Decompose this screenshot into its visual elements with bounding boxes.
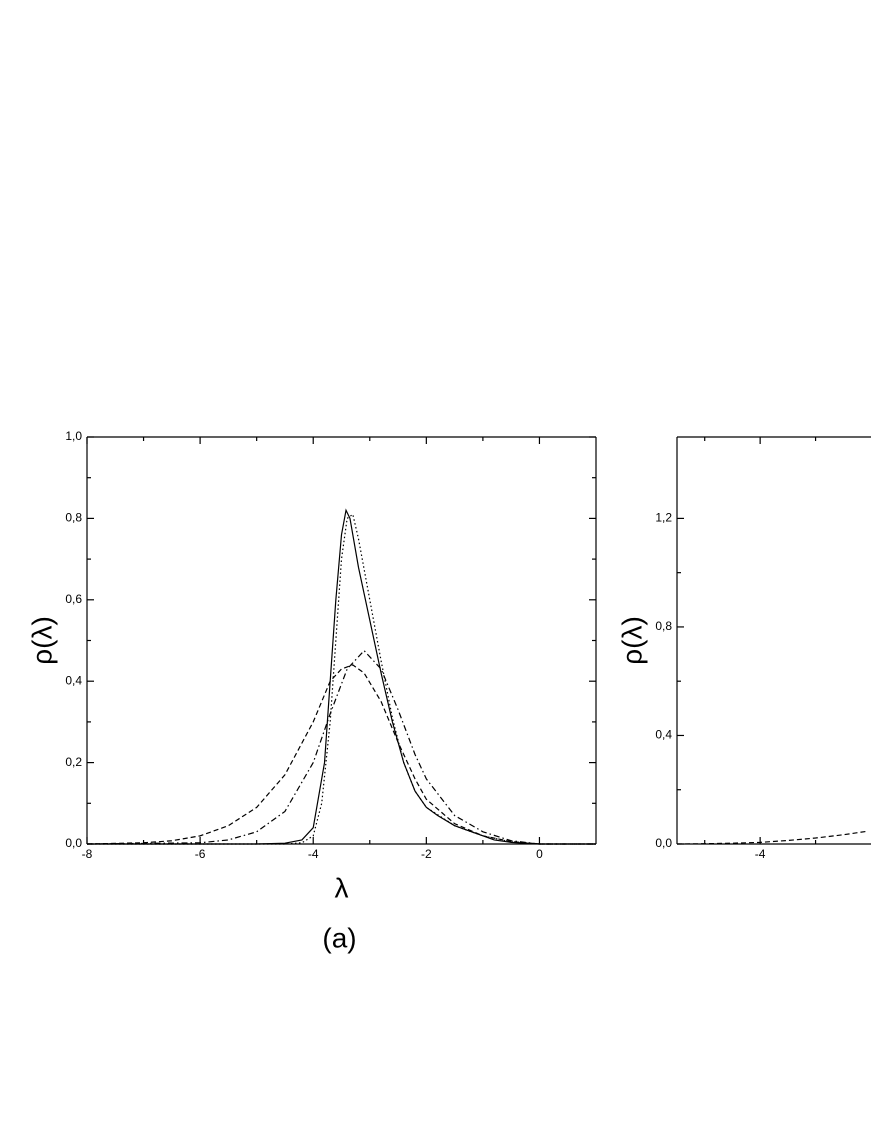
y-tick-label: 1,2 [655, 511, 672, 525]
y-tick-label: 0,4 [65, 673, 82, 687]
x-tick-label: -4 [308, 847, 319, 861]
x-tick-label: -8 [82, 847, 93, 861]
data-line [86, 664, 596, 845]
x-tick-label: 0 [536, 847, 543, 861]
data-line [87, 508, 596, 845]
y-axis-label: ρ(λ) [26, 616, 57, 665]
data-line [87, 513, 596, 845]
data-line [676, 830, 866, 845]
data-line [86, 649, 596, 845]
x-axis-label: λ [335, 872, 349, 903]
y-tick-label: 0,0 [655, 836, 672, 850]
y-tick-label: 0,0 [65, 836, 82, 850]
y-tick-label: 0,2 [65, 755, 82, 769]
y-tick-label: 0,4 [655, 728, 672, 742]
chart-title: (a) [322, 922, 356, 953]
y-tick-label: 0,8 [65, 511, 82, 525]
y-axis-label: ρ(λ) [616, 616, 647, 665]
x-tick-label: -6 [195, 847, 206, 861]
x-tick-label: -2 [421, 847, 432, 861]
x-tick-label: -4 [755, 847, 766, 861]
y-tick-label: 0,6 [65, 592, 82, 606]
y-tick-label: 1,0 [65, 429, 82, 443]
y-tick-label: 0,8 [655, 619, 672, 633]
